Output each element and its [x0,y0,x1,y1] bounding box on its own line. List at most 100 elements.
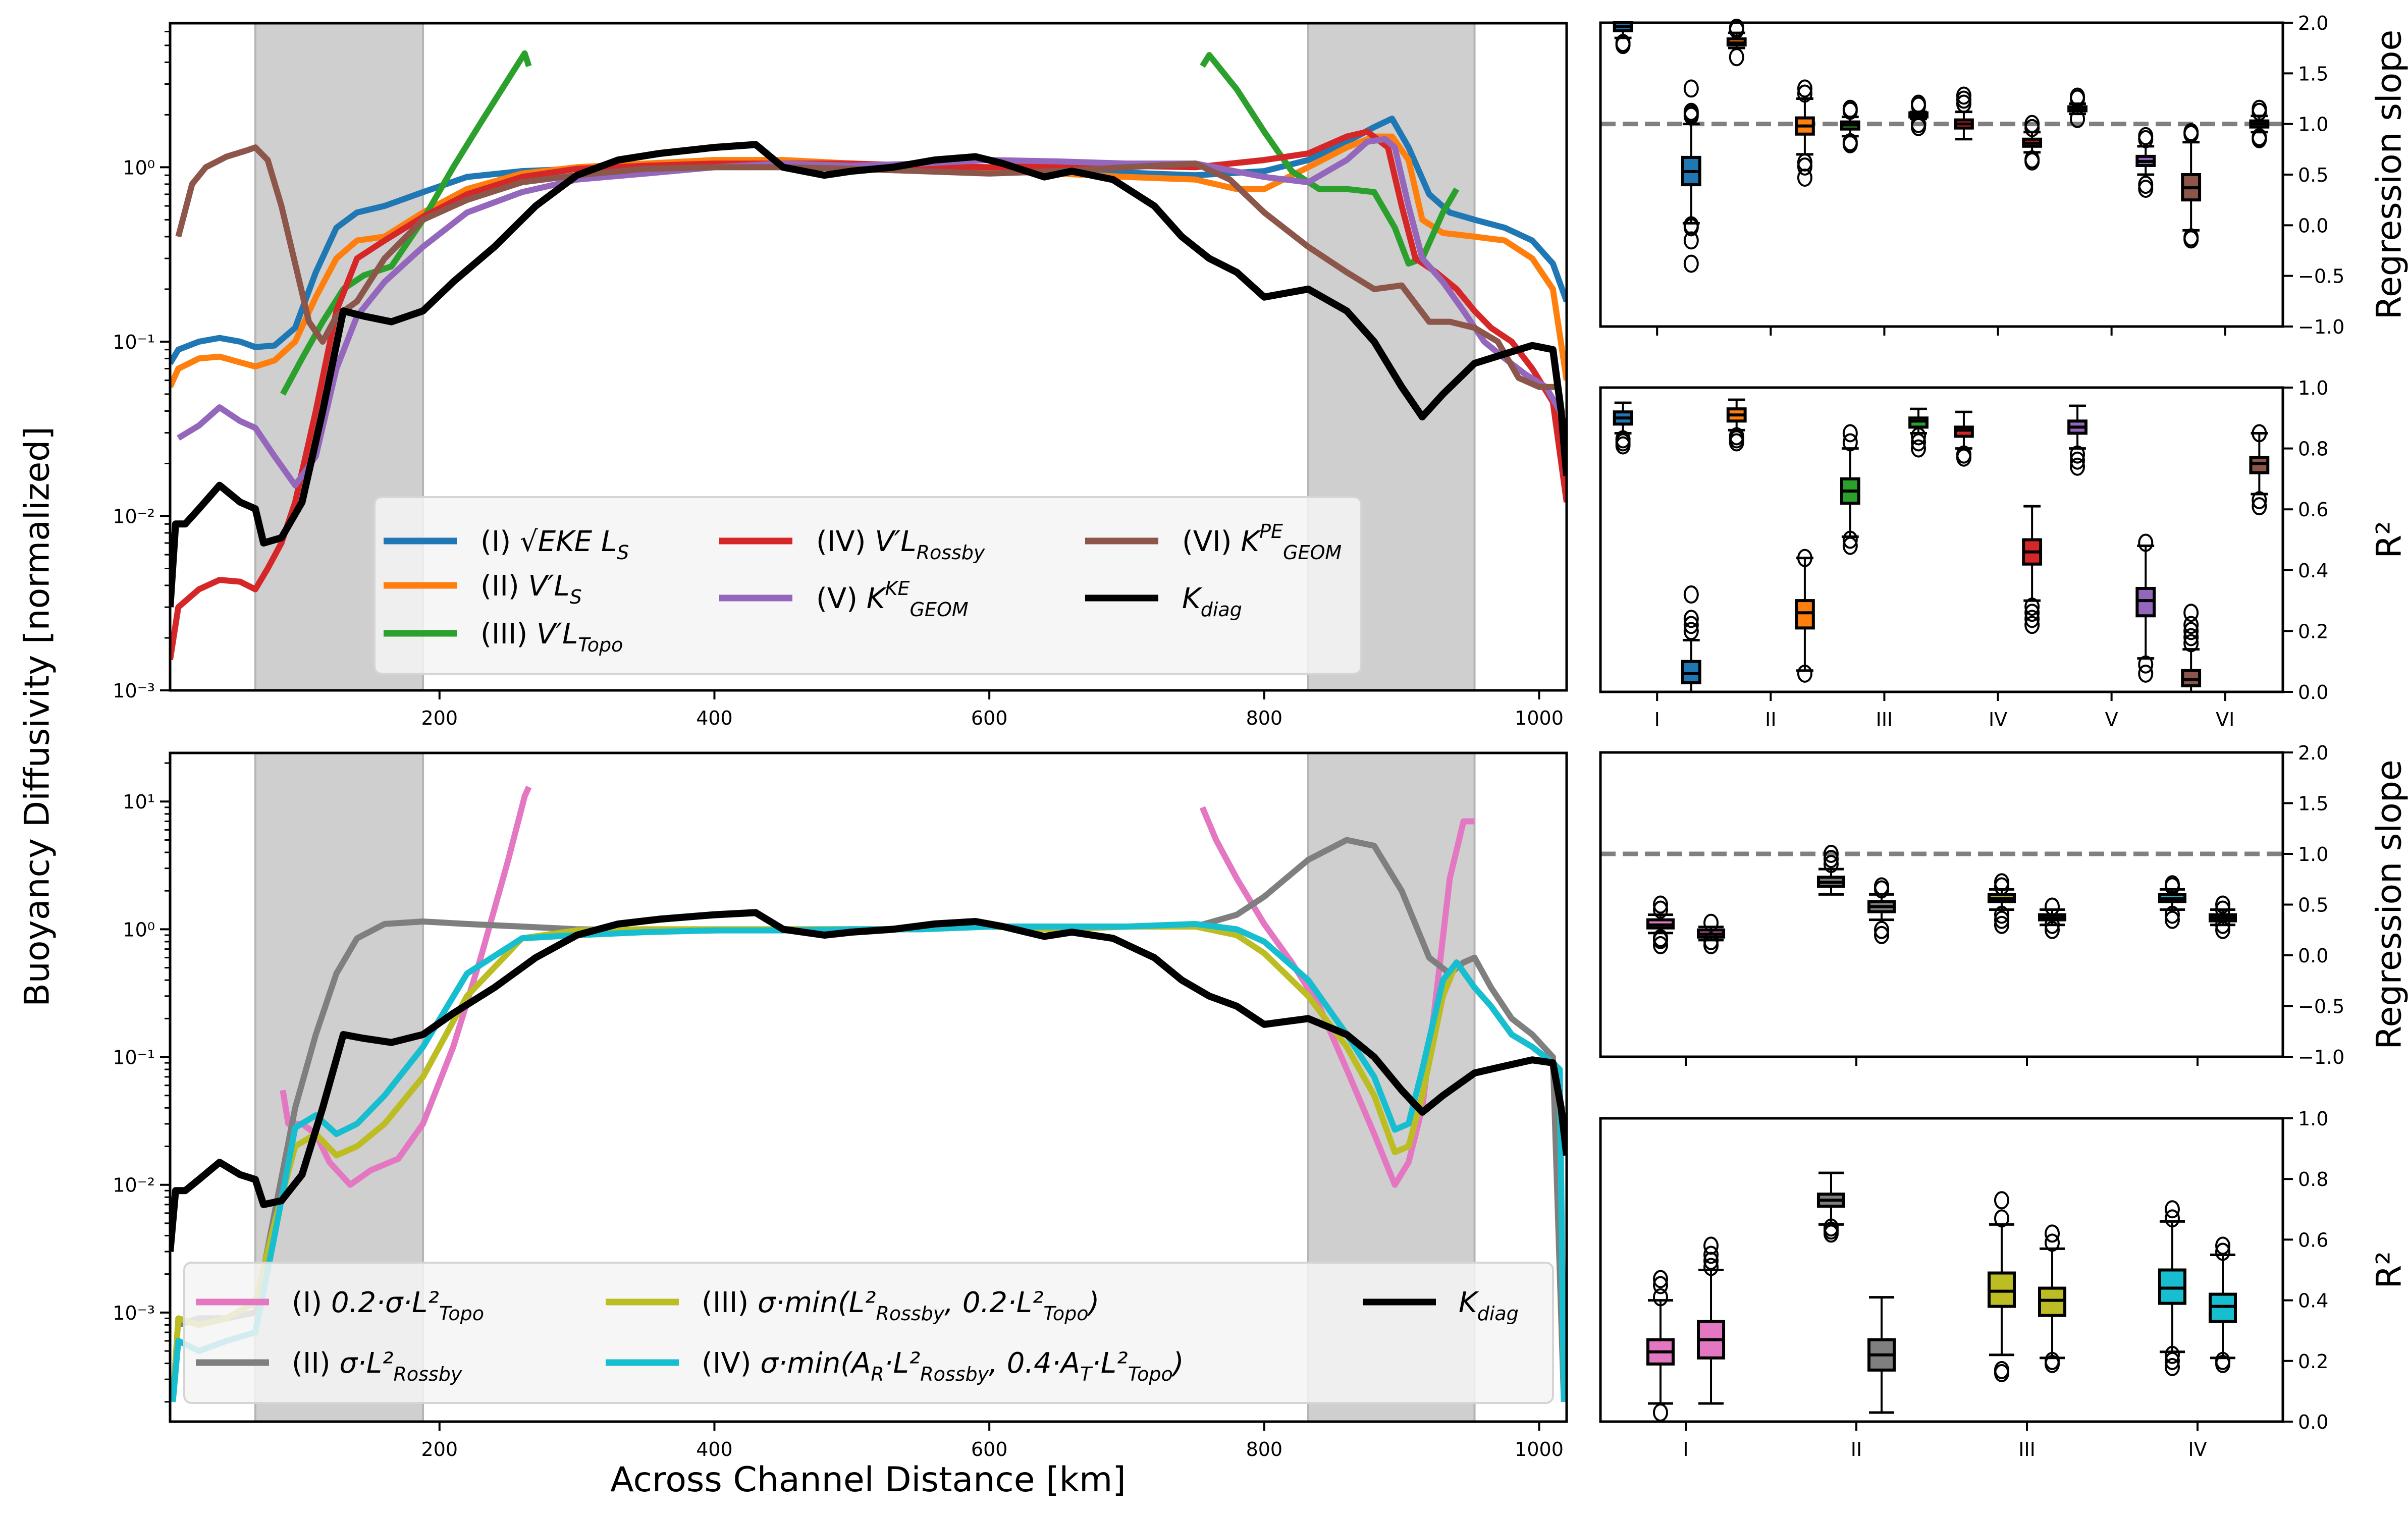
flier-point [2045,1233,2060,1252]
y-tick-label: 1.0 [2298,377,2328,399]
y-tick-label: 0.6 [2298,1229,2328,1251]
superscript: PE [1259,520,1283,543]
flier-point [1729,433,1744,452]
box-iqr [2209,1292,2237,1323]
x-tick-label: VI [2216,709,2234,731]
flier-point [2252,102,2267,121]
x-tick-label: II [1765,709,1776,731]
flier-point [2215,1242,2231,1261]
flier-point [2252,424,2267,443]
legend-item: (I) √EKE LS​ [384,525,629,564]
box-III-left [1987,873,2016,934]
flier-point [1652,1288,1668,1307]
box-I-right [1697,1236,1726,1405]
box-iqr [1681,660,1701,684]
flier-point [1842,536,1858,555]
flier-point [1842,530,1858,549]
box-IV-right [2022,505,2043,634]
flier-point [1652,900,1668,919]
box-II-right [1795,549,1815,683]
series-line-5 [175,144,1560,390]
legend-label: Kdiag​ [1459,1286,1519,1325]
flier-point [1703,936,1719,954]
legend-prefix: (V) [816,582,867,615]
flier-point [1683,254,1699,273]
x-tick-label: 800 [1246,707,1283,729]
x-tick-label: V [2105,709,2118,731]
box-V-left [2067,87,2088,128]
flier-point [2183,634,2199,653]
legend-prefix: (II) [480,570,528,603]
y-tick-label: 10⁰ [123,918,155,941]
flier-point [2070,89,2085,108]
subscript: Topo [578,634,623,656]
flier-point [2138,533,2154,552]
y-tick-label: 0.0 [2298,945,2328,967]
box-VI-left [2181,123,2202,249]
flier-point [2164,877,2180,896]
subscript: R [871,1363,884,1385]
y-axis-label: R² [2370,521,2408,559]
series-group [170,50,1567,661]
flier-point [1797,84,1812,103]
flier-point [1797,549,1812,567]
box-I-right [1681,79,1701,273]
flier-point [1842,135,1858,153]
flier-point [1956,448,1971,467]
x-tick-label: II [1851,1438,1862,1460]
box-V-left [2067,404,2088,476]
box-I-left [1646,895,1675,954]
y-tick-label: 1.5 [2298,793,2328,815]
y-tick-label: 0.0 [2298,681,2328,703]
box-chart-top-r2: I II III IV V VI0.00.20.40.60.81.0R² [1599,377,2408,731]
legend-frame [183,1262,1554,1404]
flier-point [2164,1209,2180,1228]
flier-point [1683,622,1699,640]
flier-point [2164,1345,2180,1364]
flier-point [2215,1236,2231,1255]
flier-point [1994,1191,2009,1210]
box-II-left [1816,845,1845,896]
flier-point [1729,48,1744,67]
flier-point [1823,1224,1839,1243]
flier-point [2215,915,2231,934]
box-III-right [1908,407,1929,458]
y-tick-label: 10⁻¹ [113,1047,155,1069]
legend-top: (I) √EKE LS​ (II) V′LS​ (III) V′LTopo​ (IV)… [373,496,1362,675]
flier-point [1652,936,1668,954]
legend-label: (III) σ·min(L²Rossby​, 0.2·L²Topo​) [702,1286,1099,1325]
line-chart-top-line: 200 400 600 800 1000 10⁻³ 10⁻² 10⁻¹ 10⁰ [113,22,1568,729]
x-tick-label: 600 [971,707,1008,729]
legend-label: (I) 0.2·σ·L²Topo​ [292,1286,484,1325]
flier-point [1956,94,1971,113]
flier-point [1683,616,1699,634]
flier-point [2215,1355,2231,1373]
flier-point [2215,895,2231,914]
figure-y-axis-label: Buoyancy Diffusivity [normalized] [18,426,58,1007]
flier-point [1994,1364,2009,1382]
flier-point [2024,604,2040,622]
y-tick-label: 10⁻² [113,505,155,527]
subscript: diag [1201,599,1242,621]
flier-point [1874,920,1890,939]
flier-point [2215,920,2231,939]
y-tick-label: 0.4 [2298,560,2328,582]
y-axis-label: R² [2370,1251,2408,1289]
legend-item: (II) σ·L²Rossby​ [196,1347,462,1385]
flier-point [1823,855,1839,874]
x-tick-label: 400 [696,707,733,729]
flier-point [1842,433,1858,452]
box-I-left [1613,401,1633,455]
flier-point [2183,230,2199,249]
legend-label: (I) √EKE LS​ [480,525,629,564]
y-tick-label: −0.5 [2298,996,2344,1018]
flier-point [2070,110,2085,128]
y-tick-label: −1.0 [2298,316,2344,338]
box-V-right [2135,127,2156,198]
box-iqr [2135,586,2156,618]
flier-point [2045,1355,2060,1373]
y-tick-label: 0.5 [2298,894,2328,916]
legend-item: Kdiag​ [1085,582,1242,621]
box-VI-left [2181,604,2202,693]
